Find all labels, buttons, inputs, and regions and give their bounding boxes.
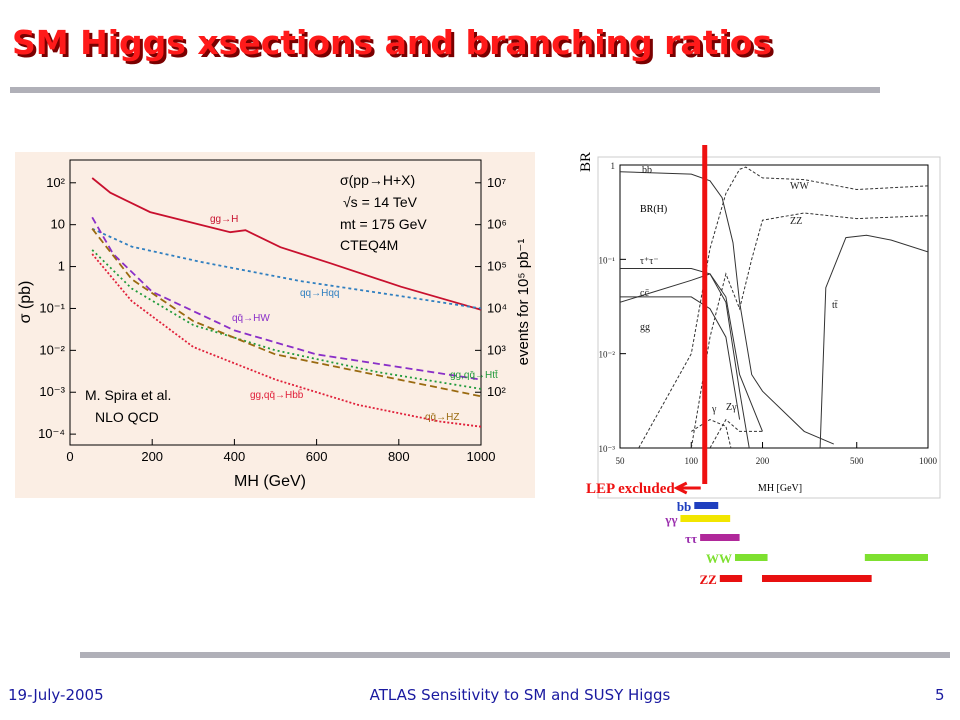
series-line xyxy=(91,177,481,311)
decay-label: bb xyxy=(677,499,691,514)
series-label: qq̄→HZ xyxy=(425,412,459,423)
series-label: γ xyxy=(711,404,717,415)
decay-label: γγ xyxy=(664,512,677,527)
decay-window xyxy=(864,554,928,561)
decay-window xyxy=(680,515,731,522)
series-label: gg→H xyxy=(210,214,238,225)
y-tick-label: 10² xyxy=(46,175,65,190)
x-tick-label: 200 xyxy=(141,449,163,464)
decay-window xyxy=(719,575,743,582)
series-line xyxy=(819,234,928,448)
footer-date: 19-July-2005 xyxy=(8,686,104,704)
series-line xyxy=(620,268,750,448)
x-tick-label: 200 xyxy=(756,456,770,466)
title: SM Higgs xsections and branching ratios xyxy=(12,23,772,62)
series-line xyxy=(91,227,481,310)
footer-page: 5 xyxy=(935,686,945,704)
series-label: qq→Hqq xyxy=(300,288,339,299)
series-label: gg,qq̄→Htt̄ xyxy=(450,369,498,381)
y-label: σ (pb) xyxy=(17,281,34,324)
annotation: M. Spira et al. xyxy=(85,387,171,403)
y2-tick-label: 10⁴ xyxy=(487,300,507,315)
x-tick-label: 800 xyxy=(388,449,410,464)
title-shadow: SM Higgs xsections and branching ratios xyxy=(15,26,775,65)
lep-label: LEP excluded xyxy=(586,481,675,497)
series-line xyxy=(620,296,741,420)
plot-frame xyxy=(69,159,482,446)
series-line xyxy=(91,249,481,390)
rule xyxy=(80,652,950,658)
series-line xyxy=(620,273,763,432)
decay-window xyxy=(700,534,740,541)
series-label: gg,qq̄→Hbb̄ xyxy=(250,388,304,401)
x-tick-label: 0 xyxy=(66,449,73,464)
footer-talk: ATLAS Sensitivity to SM and SUSY Higgs xyxy=(370,686,671,704)
annotation: √s = 14 TeV xyxy=(343,194,418,210)
x-tick-label: 1000 xyxy=(919,456,938,466)
y-tick-label: 10⁻² xyxy=(39,342,65,357)
series-label: qq̄→HW xyxy=(232,313,270,324)
series-label: cc̄ xyxy=(640,288,649,299)
x-tick-label: 1000 xyxy=(467,449,496,464)
x-tick-label: 50 xyxy=(616,456,626,466)
y2-tick-label: 10² xyxy=(487,384,506,399)
rule xyxy=(10,87,880,93)
y2-tick-label: 10⁵ xyxy=(487,259,507,274)
decay-label: ττ xyxy=(685,531,697,546)
y-tick-label: 10 xyxy=(51,217,65,232)
y-tick-label: 10⁻⁴ xyxy=(38,426,65,441)
decay-window xyxy=(762,575,872,582)
annotation: CTEQ4M xyxy=(340,237,398,253)
x-tick-label: 500 xyxy=(850,456,864,466)
series-line xyxy=(91,216,481,381)
y-tick-label: 10⁻³ xyxy=(39,384,65,399)
series-line xyxy=(91,228,481,398)
series-line xyxy=(691,419,732,448)
y-label: BR xyxy=(578,152,594,172)
series-label: WW xyxy=(790,181,809,192)
y-tick-label: 10⁻¹ xyxy=(39,300,65,315)
decay-label: ZZ xyxy=(699,572,717,587)
series-line xyxy=(690,212,928,448)
series-line xyxy=(709,418,763,448)
y2-tick-label: 10⁷ xyxy=(487,175,506,190)
series-label: ZZ xyxy=(790,216,802,227)
series-label: Zγ xyxy=(726,402,737,413)
series-line xyxy=(91,253,481,428)
decay-label: WW xyxy=(706,551,732,566)
y-tick-label: 1 xyxy=(58,259,65,274)
decay-window xyxy=(694,502,719,509)
y-tick-label: 10⁻² xyxy=(599,350,616,360)
x-tick-label: 100 xyxy=(685,456,699,466)
annotation: BR(H) xyxy=(640,204,667,215)
y-tick-label: 10⁻³ xyxy=(599,444,616,454)
lep-arrow xyxy=(673,481,701,495)
x-label: MH (GeV) xyxy=(234,473,306,490)
series-label: tt̄ xyxy=(832,300,838,311)
y2-tick-label: 10⁶ xyxy=(487,217,507,232)
annotation: NLO QCD xyxy=(95,409,159,425)
chart-bg xyxy=(597,156,941,499)
y-tick-label: 10⁻¹ xyxy=(599,255,616,265)
series-label: bb̄ xyxy=(642,164,652,176)
annotation: σ(pp→H+X) xyxy=(340,172,415,188)
y-tick-label: 1 xyxy=(611,161,616,171)
series-label: τ⁺τ⁻ xyxy=(640,256,659,267)
series-label: gg xyxy=(640,322,650,333)
y2-tick-label: 10³ xyxy=(487,342,506,357)
series-line xyxy=(620,171,834,445)
series-line xyxy=(638,166,928,448)
plot-frame xyxy=(619,164,929,449)
annotation: mt = 175 GeV xyxy=(340,216,427,232)
x-label: MH [GeV] xyxy=(758,483,802,494)
x-tick-label: 400 xyxy=(224,449,246,464)
y2-label: events for 10⁵ pb⁻¹ xyxy=(515,239,532,366)
decay-window xyxy=(734,554,768,561)
chart-bg xyxy=(15,152,535,498)
x-tick-label: 600 xyxy=(306,449,328,464)
